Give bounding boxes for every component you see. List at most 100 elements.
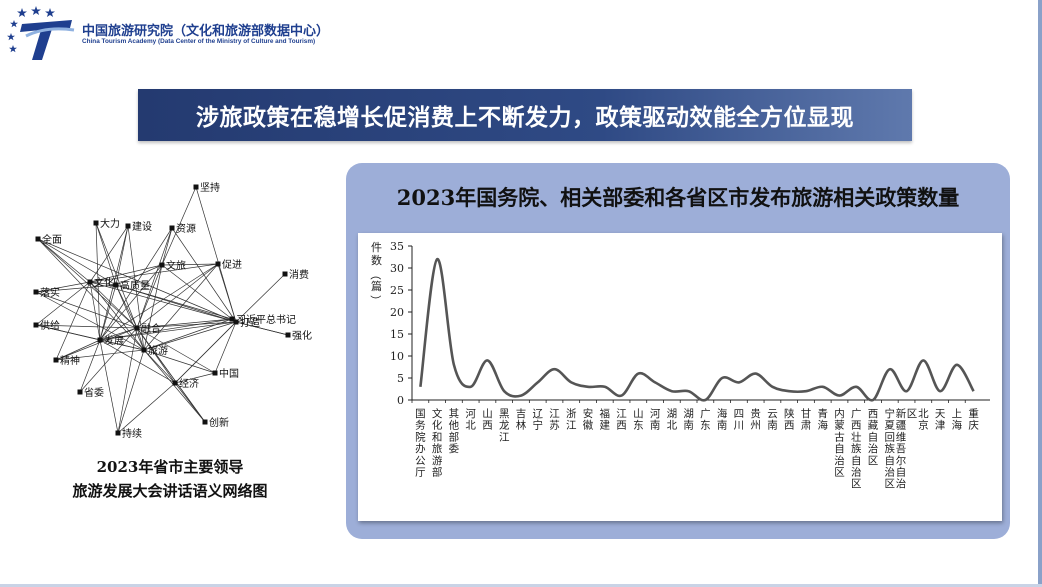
x-tick-label-char: 建 [600, 419, 611, 432]
y-axis-label: 件数 （篇 ） [369, 241, 382, 306]
network-node-label: 文化 [94, 276, 114, 289]
network-edge [143, 264, 163, 351]
network-edge [55, 281, 91, 361]
x-tick-label-char: 安 [583, 407, 594, 420]
x-tick-label: 文化和旅游部 [432, 407, 443, 479]
x-tick-label: 山西 [482, 408, 493, 432]
x-tick-label-char: 治 [851, 466, 862, 479]
x-tick-label-char: 天 [935, 408, 946, 420]
network-edge [95, 222, 101, 341]
network-node-marker [141, 347, 147, 353]
x-tick-label-char: 江 [566, 420, 577, 432]
x-tick-label-char: 湖 [667, 408, 678, 420]
x-tick-label: 甘肃 [801, 407, 812, 432]
network-node-label: 落实 [40, 286, 60, 299]
x-tick-label-char: 北 [465, 420, 476, 432]
x-tick-label-char: 治 [896, 477, 907, 490]
x-tick-label-char: 治 [885, 466, 896, 479]
network-edge [55, 349, 145, 361]
slide-title-banner: 涉旅政策在稳增长促消费上不断发力，政策驱动效能全方位显现 [138, 89, 912, 141]
network-edge [89, 263, 219, 283]
x-tick-label-char: 自 [851, 454, 862, 467]
y-tick-label: 5 [397, 372, 404, 385]
x-tick-label: 河南 [650, 408, 661, 432]
network-edge [143, 349, 176, 384]
x-tick-label-char: 化 [432, 419, 443, 432]
network-edge [214, 321, 237, 374]
x-tick-label-char: 重 [968, 407, 979, 420]
network-node-marker [77, 389, 83, 395]
network-edge [55, 339, 101, 361]
y-axis-label-char: 数 [371, 254, 382, 267]
network-edge [127, 225, 145, 351]
network-edge [115, 284, 138, 329]
x-tick-label-char: 其 [449, 408, 460, 420]
network-caption-line2: 旅游发展大会讲话语义网络图 [72, 482, 268, 500]
x-tick-label-char: 务 [415, 419, 426, 432]
network-edge [99, 318, 233, 341]
network-node-label: 中国 [219, 367, 239, 380]
network-edge [136, 327, 206, 423]
network-node-marker [97, 337, 103, 343]
network-node-label: 经济 [179, 377, 199, 390]
network-edge [99, 339, 119, 434]
x-tick-label-char: 宁 [532, 419, 543, 432]
network-edge [55, 327, 138, 361]
x-tick-label-char: 肃 [801, 420, 812, 432]
x-tick-label-char: 自 [885, 454, 896, 467]
x-tick-label-char: 辽 [532, 408, 543, 420]
x-tick-label-char: 区 [885, 478, 896, 490]
network-edge [143, 321, 237, 351]
network-node-label: 省委 [84, 386, 104, 399]
network-edge [174, 321, 237, 384]
x-tick-label-char: 河 [465, 408, 476, 420]
x-tick-label-char: 甘 [801, 407, 812, 420]
network-node-marker [53, 357, 59, 363]
network-edge [174, 372, 216, 384]
network-edge [143, 263, 219, 351]
network-edge [37, 238, 91, 283]
x-tick-label-char: 海 [717, 407, 728, 420]
x-tick-label-char: 新 [896, 407, 907, 420]
x-tick-label-char: 治 [868, 442, 879, 455]
x-tick-label: 广东 [700, 408, 711, 432]
network-node-marker [87, 279, 93, 285]
network-edge [99, 321, 237, 341]
x-tick-label: 重庆 [968, 407, 979, 432]
x-tick-label-char: 州 [750, 420, 761, 432]
x-tick-label-char: 国 [415, 408, 426, 420]
x-tick-label-char: 河 [650, 408, 661, 420]
x-tick-label-char: 江 [549, 408, 560, 420]
x-tick-label-char: 津 [935, 420, 946, 432]
network-edge [35, 291, 138, 329]
network-edge [117, 349, 145, 434]
network-node-marker [193, 184, 199, 190]
network-edge [99, 284, 117, 341]
network-edge [161, 263, 219, 266]
network-edge [117, 382, 176, 434]
network-edge [115, 264, 163, 286]
x-tick-label-char: 内 [834, 407, 845, 420]
x-tick-label-char: 海 [817, 419, 828, 432]
x-tick-label: 四川 [734, 408, 745, 432]
x-tick-label-char: 部 [432, 466, 443, 479]
network-node-label: 消费 [289, 268, 309, 281]
x-tick-label: 黑龙江 [499, 408, 510, 443]
x-tick-label-char: 区 [868, 455, 879, 467]
y-tick-label: 0 [397, 394, 404, 407]
network-node-label: 促进 [222, 258, 242, 271]
network-node-label: 全面 [42, 233, 62, 246]
x-tick-label-char: 浙 [566, 408, 577, 420]
network-edge [35, 281, 91, 293]
x-tick-label-char: 治 [834, 454, 845, 467]
network-node-marker [282, 271, 288, 277]
network-node-label: 旅游 [148, 344, 168, 357]
x-tick-label-char: 南 [683, 419, 694, 432]
network-edge [89, 281, 101, 341]
network-edge [95, 222, 117, 286]
x-tick-label-char: 藏 [868, 420, 879, 432]
network-edge [161, 264, 233, 320]
network-edge [37, 238, 117, 286]
